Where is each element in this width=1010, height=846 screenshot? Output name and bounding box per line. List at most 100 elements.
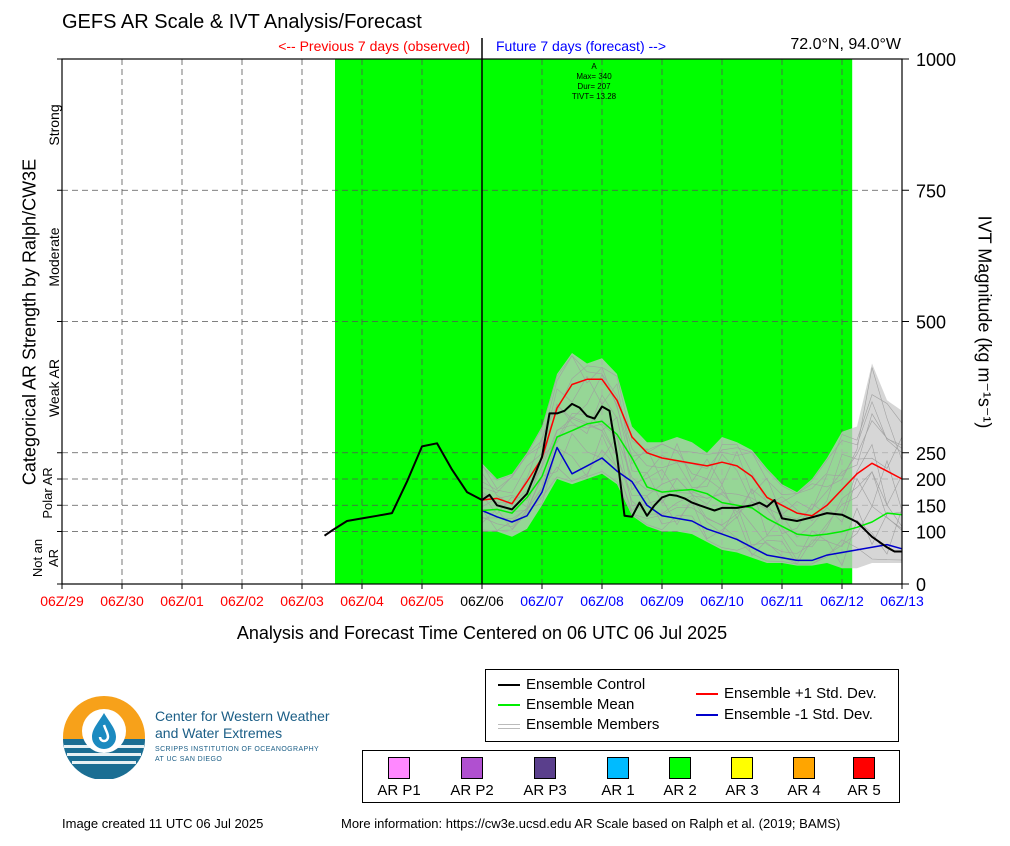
x-tick-label: 06Z/29 [40,593,84,609]
x-axis-title: Analysis and Forecast Time Centered on 0… [236,623,728,643]
x-tick-label: 06Z/11 [761,593,804,609]
y-tick-label: 100 [916,523,946,543]
category-not-an-ar: Not an AR [30,532,62,584]
x-tick-label: 06Z/30 [100,593,144,609]
x-tick-label: 06Z/08 [580,593,624,609]
ar-p1-swatch [388,757,410,779]
ar-5-label: AR 5 [847,782,881,799]
cw3e-logo-icon [63,696,145,779]
x-tick-label: 06Z/05 [400,593,444,609]
legend-control-label: Ensemble Control [526,676,646,693]
x-tick-label: 06Z/03 [280,593,324,609]
ensemble-member-line [481,413,903,548]
legend-members-line [498,724,520,729]
ar-2-label: AR 2 [663,782,697,799]
ar-p3-label: AR P3 [523,782,567,799]
legend-mean-label: Ensemble Mean [526,696,635,713]
ar-key-p2: AR P2 [441,757,503,799]
annotation-tivt: TIVT= 13.28 [571,92,617,101]
x-tick-label: 06Z/06 [460,593,504,609]
scripps-line-1: SCRIPPS INSTITUTION OF OCEANOGRAPHY [155,746,320,753]
legend-plus-std-label: Ensemble +1 Std. Dev. [724,685,877,702]
legend-mean-line [498,703,520,706]
ar-1-swatch [607,757,629,779]
ensemble-member-line [481,354,903,496]
category-strong: Strong [46,104,62,146]
ar-key-3: AR 3 [711,757,773,799]
category-not-an-ar-text: Not an AR [30,538,61,578]
ar-p3-swatch [534,757,556,779]
x-tick-label: 06Z/09 [640,593,684,609]
ar-key-5: AR 5 [833,757,895,799]
ensemble-member-line [481,416,903,538]
x-tick-label: 06Z/04 [340,593,384,609]
ar-1-label: AR 1 [601,782,635,799]
ar-p2-label: AR P2 [450,782,494,799]
scripps-line-2: AT UC SAN DIEGO [155,756,223,763]
legend-members-label: Ensemble Members [526,716,660,733]
category-moderate: Moderate [46,227,62,287]
ensemble-member-line [481,449,903,565]
chart-title: GEFS AR Scale & IVT Analysis/Forecast [62,11,422,33]
ensemble-control-line [323,402,902,553]
more-info-text: More information: https://cw3e.ucsd.edu … [341,816,841,831]
y-tick-label: 200 [916,470,946,490]
ensemble-member-line [481,374,903,522]
created-timestamp: Image created 11 UTC 06 Jul 2025 [62,816,264,831]
ar-p1-label: AR P1 [377,782,421,799]
legend-minus-std: Ensemble -1 Std. Dev. [696,706,873,723]
annotation-max: Max= 340 [576,72,612,81]
x-tick-label: 06Z/12 [820,593,864,609]
ar-2-swatch [669,757,691,779]
ar-annotation: A Max= 340 Dur= 207 TIVT= 13.28 [560,62,628,102]
ensemble-member-line [481,466,903,565]
annotation-line-1: A [591,62,597,71]
y-tick-label: 250 [916,444,946,464]
x-tick-label: 06Z/13 [880,593,924,609]
category-weak-ar: Weak AR [46,358,62,418]
ar-p2-swatch [461,757,483,779]
ar-scale-key: AR P1 AR P2 AR P3 AR 1 AR 2 AR 3 AR 4 AR… [362,750,900,803]
y-tick-label: 1000 [916,50,956,70]
legend-control-line [498,683,520,686]
legend-members: Ensemble Members [498,716,659,733]
x-tick-label: 06Z/01 [160,593,204,609]
legend-plus-std: Ensemble +1 Std. Dev. [696,685,877,702]
annotation-duration: Dur= 207 [577,82,611,91]
x-tick-label: 06Z/02 [220,593,264,609]
legend-control: Ensemble Control [498,676,645,693]
cw3e-name-line-1: Center for Western Weather [155,708,330,724]
x-tick-label: 06Z/07 [520,593,564,609]
legend-minus-std-label: Ensemble -1 Std. Dev. [724,706,873,723]
cw3e-name-line-2: and Water Extremes [155,725,283,741]
right-axis-title: IVT Magnitude (kg m⁻¹s⁻¹) [974,215,995,429]
previous-period-label: <-- Previous 7 days (observed) [278,38,470,54]
legend-minus-std-line [696,713,718,716]
ar-key-p3: AR P3 [514,757,576,799]
ar-key-1: AR 1 [587,757,649,799]
ensemble-member-line [481,433,903,561]
ar-key-4: AR 4 [773,757,835,799]
future-period-label: Future 7 days (forecast) --> [496,38,667,54]
ensemble-members-spread [482,353,902,569]
category-polar-ar: Polar AR [40,458,56,528]
legend: Ensemble Control Ensemble Mean Ensemble … [485,669,899,742]
ar-4-swatch [793,757,815,779]
left-axis-title: Categorical AR Strength by Ralph/CW3E [19,158,40,486]
ar-4-label: AR 4 [787,782,821,799]
ar-5-swatch [853,757,875,779]
ar-3-swatch [731,757,753,779]
ar-key-p1: AR P1 [368,757,430,799]
category-polar-ar-text: Polar AR [40,467,55,519]
ar-3-label: AR 3 [725,782,759,799]
ensemble-mean-line [481,420,903,537]
y-tick-label: 750 [916,181,946,201]
ensemble-member-line [481,375,903,516]
legend-mean: Ensemble Mean [498,696,634,713]
y-tick-label: 150 [916,496,946,516]
legend-plus-std-line [696,692,718,695]
x-tick-label: 06Z/10 [700,593,744,609]
y-tick-label: 500 [916,313,946,333]
plus-std-dev-line [481,378,903,517]
